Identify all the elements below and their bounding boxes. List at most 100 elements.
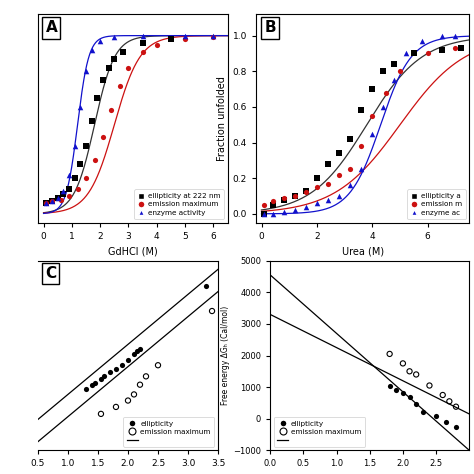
Point [386,350,393,358]
Point [439,391,447,399]
Point [71,142,79,150]
Point [291,207,299,214]
Point [424,50,431,57]
Point [43,200,50,207]
Point [130,391,138,398]
Point [399,360,407,367]
Point [335,171,343,178]
Text: B: B [264,20,276,36]
Point [380,103,387,111]
X-axis label: GdHCl (M): GdHCl (M) [108,246,157,256]
Point [93,94,101,102]
Point [346,165,354,173]
Point [357,142,365,150]
Point [261,201,268,209]
Point [208,307,216,315]
Point [406,367,413,375]
Point [139,39,146,46]
Point [136,381,144,389]
Point [386,382,393,389]
Point [116,82,124,89]
Point [100,373,108,380]
Point [133,347,141,355]
Point [452,403,460,410]
Point [280,194,287,201]
Point [153,41,161,48]
Point [54,194,62,201]
Point [99,76,107,84]
Point [335,149,343,157]
Point [91,156,98,164]
Point [136,345,144,352]
Point [97,375,105,383]
Point [392,386,400,394]
Point [419,409,427,416]
Point [125,64,132,72]
Point [110,34,118,41]
Point [124,397,132,404]
Point [406,393,413,401]
Point [313,174,321,182]
Point [99,133,107,141]
Text: A: A [46,20,57,36]
Point [302,187,310,194]
Point [43,200,50,207]
Point [77,103,84,111]
Point [74,185,82,193]
Point [410,50,418,57]
Point [167,36,175,43]
Point [302,203,310,210]
Point [202,282,210,290]
Point [446,398,453,405]
Point [368,130,376,137]
Point [261,210,268,218]
Point [396,67,404,75]
Point [139,32,146,39]
Point [88,381,96,389]
Point [88,46,95,54]
Point [210,34,217,41]
Point [457,44,465,52]
Point [357,107,365,114]
Point [65,192,73,200]
Point [269,201,276,209]
Y-axis label: Fraction unfolded: Fraction unfolded [217,76,227,161]
Point [402,50,410,57]
Point [291,192,299,200]
Point [438,32,446,39]
Point [54,194,62,201]
Point [130,350,138,358]
Point [57,196,64,203]
Point [368,85,376,93]
Point [118,361,126,368]
Point [280,208,287,216]
Point [442,418,450,426]
Point [313,200,321,207]
Point [412,400,420,407]
Point [280,196,287,203]
Point [82,142,90,150]
Point [142,373,150,380]
Point [399,389,407,397]
Legend: ellipticity a, emission m, enzyme ac: ellipticity a, emission m, enzyme ac [407,190,465,219]
Point [269,198,276,205]
Point [112,403,120,411]
Legend: ellipticity at 222 nm, emission maximum, enzyme activity: ellipticity at 222 nm, emission maximum,… [134,190,224,219]
Point [154,362,162,369]
Point [82,174,90,182]
Point [119,48,127,55]
Y-axis label: Free energy ΔGₕ (Cal/mol): Free energy ΔGₕ (Cal/mol) [221,306,230,405]
Point [291,192,299,200]
X-axis label: Urea (M): Urea (M) [342,246,383,256]
Point [96,37,104,45]
Point [71,174,79,182]
Point [91,380,99,387]
Point [368,112,376,119]
Point [324,180,332,187]
Point [110,55,118,63]
Point [261,210,268,218]
Point [77,160,84,168]
Point [82,67,90,75]
Point [438,46,446,54]
Point [97,410,105,418]
